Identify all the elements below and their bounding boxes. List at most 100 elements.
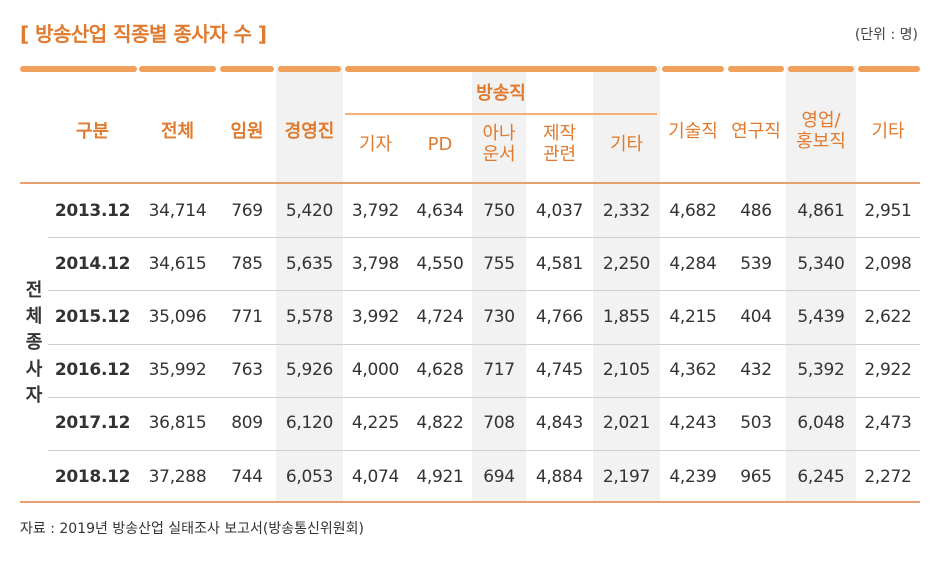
- header-top-bar: [728, 66, 784, 72]
- header-top-bar: [220, 66, 274, 72]
- row-divider: [48, 343, 920, 345]
- unit-label: (단위 : 명): [854, 27, 918, 43]
- table-cell: 4,843: [535, 413, 584, 434]
- row-year: 2014.12: [54, 253, 131, 274]
- table-cell: 2,272: [864, 466, 912, 487]
- header-total: 전체: [160, 120, 195, 142]
- header-executive: 임원: [230, 120, 264, 142]
- table-cell: 2,021: [602, 413, 651, 434]
- column-shade: [786, 66, 856, 503]
- header-pd: PD: [427, 133, 453, 155]
- table-cell: 3,792: [351, 200, 400, 221]
- side-label-char: 전: [25, 280, 43, 302]
- header-research: 연구직: [731, 120, 781, 142]
- table-cell: 4,037: [535, 200, 584, 221]
- row-divider: [48, 396, 920, 398]
- table-cell: 4,581: [535, 253, 584, 274]
- header-top-bar: [278, 66, 341, 72]
- table-cell: 34,615: [148, 253, 207, 274]
- table-cell: 4,225: [351, 413, 400, 434]
- header-top-bar: [662, 66, 724, 72]
- table-cell: 3,992: [351, 306, 400, 327]
- table-cell: 5,439: [797, 306, 845, 327]
- table-cell: 730: [483, 306, 515, 327]
- table-cell: 4,243: [669, 413, 717, 434]
- table-cell: 809: [231, 413, 263, 434]
- table-cell: 4,550: [416, 253, 464, 274]
- header-top-bar: [139, 66, 216, 72]
- table-cell: 4,074: [351, 466, 400, 487]
- row-year: 2018.12: [54, 466, 131, 487]
- table-cell: 4,682: [669, 200, 717, 221]
- header-sales: 영업/ 홍보직: [796, 110, 846, 152]
- row-year: 2013.12: [54, 200, 131, 221]
- header-top-bar: [858, 66, 920, 72]
- row-year: 2015.12: [54, 306, 131, 327]
- side-label-char: 사: [25, 358, 43, 380]
- row-divider: [48, 290, 920, 292]
- side-label-char: 종: [25, 332, 43, 354]
- broadcast-group-underline: [345, 113, 657, 115]
- table-cell: 34,714: [148, 200, 207, 221]
- header-management: 경영진: [284, 120, 335, 142]
- table-cell: 4,861: [797, 200, 845, 221]
- table-cell: 35,096: [148, 306, 207, 327]
- header-top-bar: [20, 66, 137, 72]
- column-shade: [276, 66, 343, 503]
- table-cell: 965: [740, 466, 772, 487]
- table-cell: 36,815: [148, 413, 207, 434]
- table-cell: 6,245: [797, 466, 845, 487]
- table-cell: 6,120: [285, 413, 334, 434]
- header-category: 구분: [75, 120, 110, 142]
- table-cell: 2,622: [864, 306, 912, 327]
- table-cell: 4,921: [416, 466, 464, 487]
- header-reporter: 기자: [358, 133, 393, 155]
- table-cell: 5,926: [285, 360, 334, 381]
- table-cell: 4,766: [535, 306, 584, 327]
- table-bottom-line: [20, 501, 920, 503]
- table-cell: 4,634: [416, 200, 464, 221]
- table-cell: 4,745: [535, 360, 584, 381]
- table-cell: 2,951: [864, 200, 912, 221]
- table-cell: 771: [231, 306, 263, 327]
- table-cell: 4,239: [669, 466, 717, 487]
- table-cell: 6,048: [797, 413, 845, 434]
- table-cell: 5,635: [285, 253, 334, 274]
- table-cell: 4,000: [351, 360, 400, 381]
- table-cell: 4,628: [416, 360, 464, 381]
- table-cell: 4,284: [669, 253, 717, 274]
- table-cell: 708: [483, 413, 515, 434]
- table-cell: 2,922: [864, 360, 912, 381]
- table-cell: 717: [483, 360, 515, 381]
- source-note: 자료 : 2019년 방송산업 실태조사 보고서(방송통신위원회): [20, 521, 364, 537]
- table-cell: 769: [231, 200, 263, 221]
- table-cell: 5,340: [797, 253, 845, 274]
- table-cell: 5,420: [285, 200, 334, 221]
- column-shade: [472, 66, 526, 503]
- table-cell: 5,578: [285, 306, 334, 327]
- table-cell: 2,197: [602, 466, 651, 487]
- column-shade: [593, 66, 660, 503]
- row-year: 2017.12: [54, 413, 131, 434]
- table-cell: 37,288: [148, 466, 207, 487]
- header-top-bar: [345, 66, 657, 72]
- side-label-char: 체: [25, 306, 43, 328]
- table-cell: 2,105: [602, 360, 651, 381]
- row-divider: [48, 237, 920, 239]
- header-other: 기타: [871, 120, 905, 142]
- table-cell: 755: [483, 253, 515, 274]
- row-year: 2016.12: [54, 360, 131, 381]
- header-announcer: 아나 운서: [482, 123, 516, 165]
- table-cell: 5,392: [797, 360, 845, 381]
- table-cell: 4,724: [416, 306, 464, 327]
- table-cell: 2,098: [864, 253, 912, 274]
- table-cell: 744: [231, 466, 263, 487]
- table-cell: 6,053: [285, 466, 334, 487]
- header-broadcast-group: 방송직: [476, 82, 526, 104]
- table-cell: 694: [483, 466, 515, 487]
- table-cell: 486: [740, 200, 772, 221]
- table-cell: 4,215: [669, 306, 717, 327]
- table-cell: 750: [483, 200, 515, 221]
- header-top-bar: [788, 66, 854, 72]
